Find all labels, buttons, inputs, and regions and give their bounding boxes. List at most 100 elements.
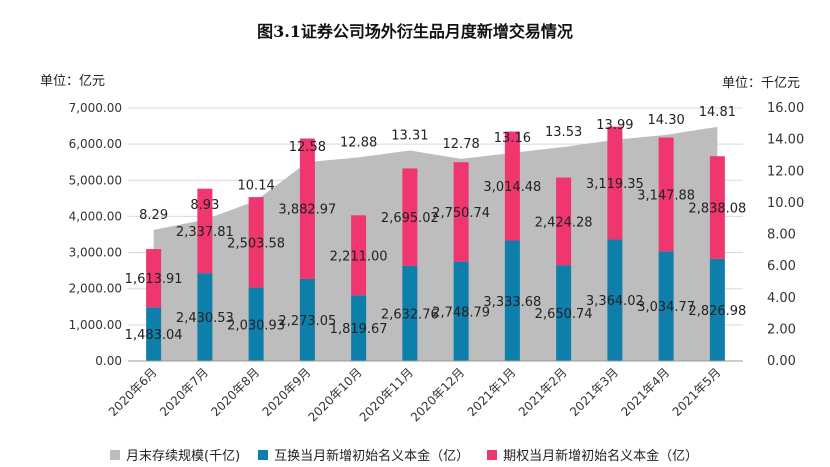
left-tick-label: 0.00 — [95, 354, 122, 368]
right-tick-label: 10.00 — [767, 196, 804, 211]
bar-swap — [146, 307, 162, 361]
legend-item-swap: 互换当月新增初始名义本金（亿） — [258, 445, 469, 464]
area-data-label: 10.14 — [238, 179, 275, 194]
swap-data-label: 2,826.98 — [688, 304, 746, 319]
bar-swap — [453, 261, 469, 361]
swap-data-label: 3,364.02 — [586, 294, 644, 309]
area-data-label: 12.58 — [289, 140, 326, 155]
bar-option — [146, 249, 162, 308]
x-tick-label: 2020年10月 — [305, 365, 364, 424]
swap-data-label: 2,430.53 — [176, 311, 234, 326]
swap-data-label: 3,034.77 — [637, 300, 695, 315]
area-data-label: 13.99 — [596, 118, 633, 133]
area-data-label: 13.53 — [545, 125, 582, 140]
swap-data-label: 1,819.67 — [330, 322, 388, 337]
option-data-label: 2,424.28 — [535, 215, 593, 230]
legend: 月末存续规模(千亿) 互换当月新增初始名义本金（亿） 期权当月新增初始名义本金（… — [110, 445, 698, 464]
chart-title: 图3.1证券公司场外衍生品月度新增交易情况 — [257, 22, 573, 41]
x-tick-label: 2020年6月 — [106, 365, 160, 419]
area-data-label: 12.88 — [340, 135, 377, 150]
legend-item-area: 月末存续规模(千亿) — [110, 445, 240, 464]
legend-swatch-area — [110, 449, 120, 460]
right-tick-label: 12.00 — [767, 164, 804, 179]
bar-swap — [197, 273, 213, 361]
option-data-label: 2,503.58 — [227, 236, 285, 251]
left-tick-label: 4,000.00 — [69, 209, 122, 223]
swap-data-label: 2,273.05 — [278, 314, 336, 329]
option-data-label: 3,014.48 — [483, 180, 541, 195]
x-tick-label: 2021年5月 — [670, 365, 724, 419]
bar-swap — [402, 265, 418, 361]
bar-swap — [248, 287, 264, 361]
area-data-label: 12.78 — [443, 137, 480, 152]
bar-swap — [351, 295, 367, 361]
right-tick-label: 0.00 — [767, 354, 796, 369]
left-tick-label: 6,000.00 — [69, 137, 122, 151]
bar-option — [248, 197, 264, 288]
right-tick-label: 16.00 — [767, 101, 804, 116]
bar-option — [299, 138, 315, 279]
left-tick-label: 5,000.00 — [69, 173, 122, 187]
swap-data-label: 2,650.74 — [535, 307, 593, 322]
right-tick-label: 4.00 — [767, 291, 796, 306]
bar-swap — [709, 258, 725, 361]
legend-label-option: 期权当月新增初始名义本金（亿） — [503, 449, 699, 464]
swap-data-label: 1,483.04 — [125, 328, 183, 343]
left-tick-label: 3,000.00 — [69, 246, 122, 260]
legend-item-option: 期权当月新增初始名义本金（亿） — [487, 445, 698, 464]
option-data-label: 2,337.81 — [176, 225, 234, 240]
area-data-label: 8.29 — [139, 208, 168, 223]
swap-data-label: 2,748.79 — [432, 305, 490, 320]
x-tick-label: 2021年3月 — [567, 365, 621, 419]
bar-swap — [556, 265, 572, 361]
option-data-label: 2,695.02 — [381, 211, 439, 226]
x-tick-label: 2020年11月 — [357, 365, 416, 424]
bar-swap — [658, 251, 674, 361]
bar-option — [607, 126, 623, 240]
x-tick-label: 2020年9月 — [260, 365, 314, 419]
right-axis-unit: 单位：千亿元 — [722, 76, 801, 91]
bar-option — [709, 156, 725, 259]
right-tick-label: 6.00 — [767, 259, 796, 274]
x-tick-label: 2021年2月 — [516, 365, 570, 419]
left-axis-unit: 单位：亿元 — [40, 74, 106, 89]
area-data-label: 13.16 — [494, 131, 531, 146]
swap-data-label: 2,030.93 — [227, 318, 285, 333]
swap-data-label: 3,333.68 — [483, 295, 541, 310]
bar-option — [453, 162, 469, 262]
swap-data-label: 2,632.76 — [381, 307, 439, 322]
x-tick-label: 2020年8月 — [208, 365, 262, 419]
option-data-label: 3,119.35 — [586, 177, 644, 192]
bar-swap — [299, 278, 315, 361]
bar-option — [504, 131, 520, 241]
x-tick-label: 2021年4月 — [618, 365, 672, 419]
option-data-label: 2,211.00 — [330, 249, 388, 264]
bar-option — [658, 137, 674, 252]
area-data-label: 14.81 — [699, 105, 736, 120]
legend-swatch-option — [487, 449, 498, 460]
x-tick-label: 2020年7月 — [157, 365, 211, 419]
left-tick-label: 7,000.00 — [69, 101, 122, 115]
x-tick-label: 2021年1月 — [465, 365, 519, 419]
option-data-label: 3,147.88 — [637, 188, 695, 203]
bar-option — [197, 188, 213, 274]
area-data-label: 8.93 — [190, 198, 219, 213]
legend-label-area: 月末存续规模(千亿) — [126, 449, 241, 464]
option-data-label: 2,750.74 — [432, 206, 490, 221]
right-tick-label: 8.00 — [767, 228, 796, 243]
option-data-label: 2,838.08 — [688, 202, 746, 217]
legend-swatch-swap — [258, 449, 269, 460]
bar-option — [351, 215, 367, 296]
left-tick-label: 1,000.00 — [69, 318, 122, 332]
bar-swap — [607, 239, 623, 361]
bar-option — [556, 177, 572, 266]
x-tick-label: 2020年12月 — [408, 365, 467, 424]
area-data-label: 13.31 — [391, 129, 428, 144]
option-data-label: 3,882.97 — [278, 203, 336, 218]
bar-option — [402, 168, 418, 266]
left-tick-label: 2,000.00 — [69, 282, 122, 296]
bar-swap — [504, 240, 520, 361]
right-tick-label: 14.00 — [767, 133, 804, 148]
